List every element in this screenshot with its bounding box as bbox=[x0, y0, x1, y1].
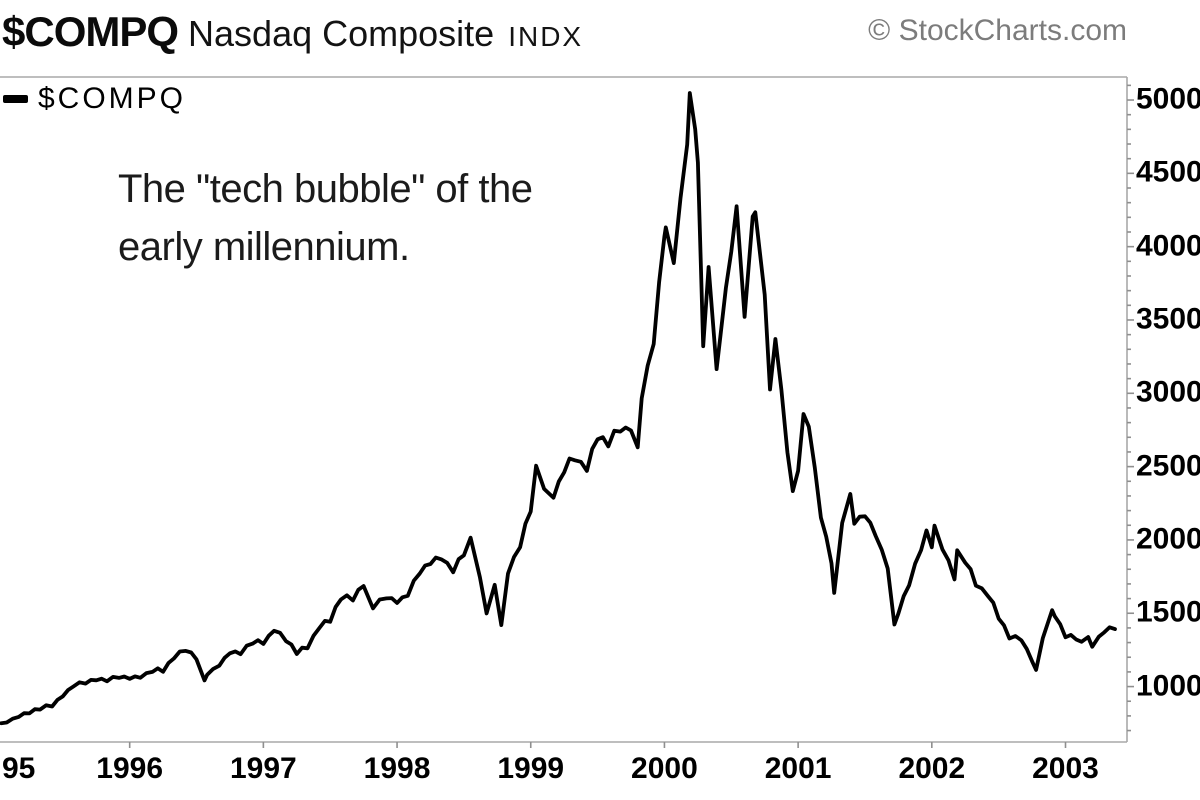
x-tick-label: 2002 bbox=[898, 752, 966, 785]
y-tick-label: 4000 bbox=[1136, 228, 1200, 262]
x-tick-label: 1998 bbox=[363, 752, 431, 785]
x-tick-label: 1997 bbox=[229, 752, 297, 785]
x-tick-label: 2000 bbox=[631, 752, 698, 785]
annotation-line2: early millennium. bbox=[118, 225, 410, 269]
chart-header: $COMPQ Nasdaq Composite INDX bbox=[2, 8, 1198, 60]
y-tick-label: 4500 bbox=[1136, 155, 1200, 189]
annotation-line1: The "tech bubble" of the bbox=[118, 167, 533, 211]
x-tick-label: 1999 bbox=[497, 752, 565, 785]
legend: $COMPQ bbox=[3, 82, 186, 116]
stockcharts-credit: © StockCharts.com bbox=[868, 14, 1127, 47]
y-tick-label: 2500 bbox=[1136, 448, 1200, 482]
y-tick-label: 1500 bbox=[1136, 595, 1200, 629]
security-type: INDX bbox=[508, 21, 584, 52]
x-tick-label: 2001 bbox=[764, 752, 832, 785]
x-tick-label: 1996 bbox=[96, 752, 164, 785]
x-tick-label: 2003 bbox=[1032, 752, 1099, 785]
x-tick-label: 95 bbox=[2, 752, 36, 785]
annotation-text: The "tech bubble" of the early millenniu… bbox=[118, 160, 533, 276]
y-tick-label: 1000 bbox=[1136, 668, 1200, 702]
ticker-symbol: $COMPQ bbox=[2, 8, 179, 55]
legend-line-swatch bbox=[3, 95, 28, 103]
index-name: Nasdaq Composite bbox=[188, 13, 495, 54]
legend-label: $COMPQ bbox=[38, 82, 187, 115]
price-line bbox=[0, 91, 1117, 726]
y-tick-label: 3500 bbox=[1136, 302, 1200, 336]
y-tick-label: 5000 bbox=[1136, 82, 1200, 116]
y-tick-label: 3000 bbox=[1136, 375, 1200, 409]
y-tick-label: 2000 bbox=[1136, 522, 1200, 556]
